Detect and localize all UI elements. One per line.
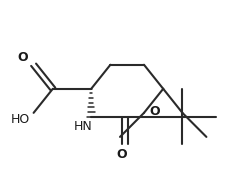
Text: O: O [150, 105, 160, 118]
Text: HN: HN [73, 120, 92, 133]
Text: O: O [116, 148, 126, 161]
Text: HO: HO [11, 113, 30, 126]
Text: O: O [18, 51, 28, 64]
